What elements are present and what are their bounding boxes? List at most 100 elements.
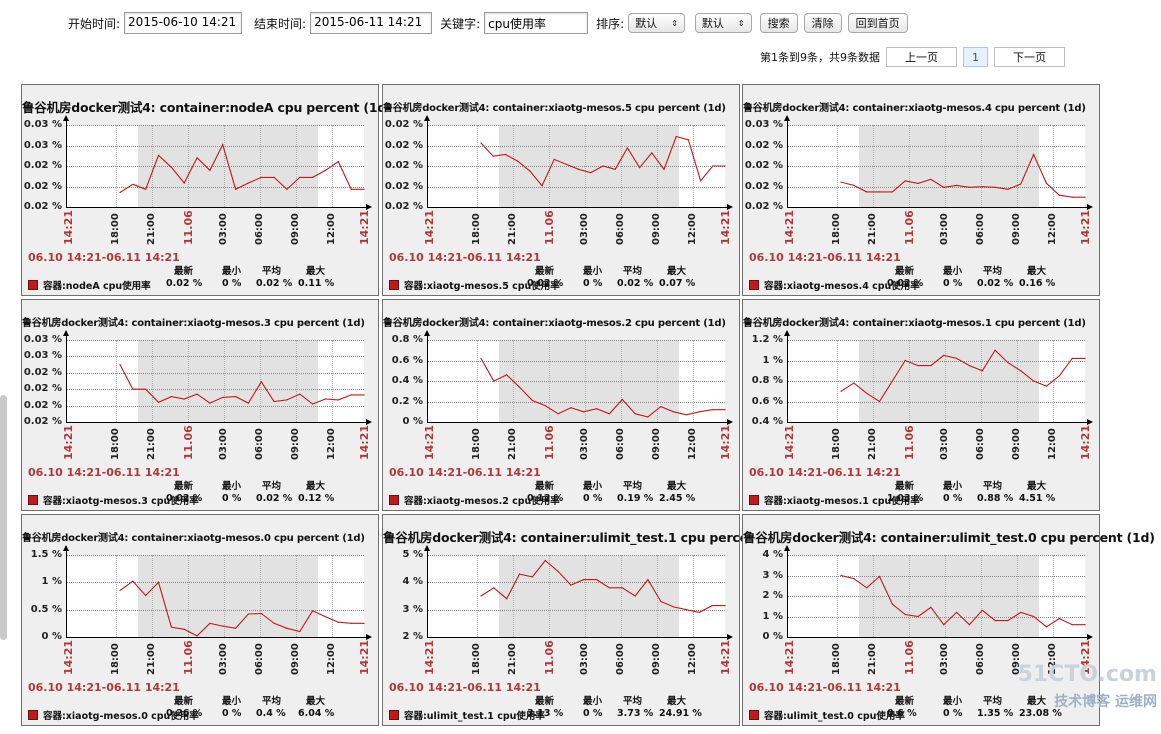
next-page-button[interactable]: 下一页: [994, 47, 1065, 67]
stat-value-max: 6.04 %: [298, 708, 335, 719]
series-point: [968, 365, 970, 367]
clear-button[interactable]: 清除: [803, 13, 842, 33]
chart-title: 鲁谷机房docker测试4: container:nodeA cpu perce…: [22, 100, 392, 115]
x-tick-text: 21:00: [507, 213, 518, 245]
x-tick-text: 21:00: [146, 213, 157, 245]
x-tick-text: 18:00: [831, 213, 842, 245]
vgridline: [873, 555, 874, 637]
series-point: [119, 364, 121, 366]
y-axis: [427, 119, 428, 208]
series-point: [687, 139, 689, 141]
home-button[interactable]: 回到首页: [847, 13, 908, 33]
time-range-label: 06.10 14:21-06.11 14:21: [28, 251, 180, 264]
x-tick-text: 18:00: [471, 643, 482, 675]
x-tick-label: 03:00: [218, 211, 230, 251]
vgridline: [296, 340, 297, 422]
series-point: [943, 354, 945, 356]
x-tick-text: 06:00: [615, 643, 626, 675]
series-point: [698, 411, 700, 413]
vgridline: [260, 125, 261, 207]
x-tick-text: 11.06: [543, 640, 556, 675]
series-point: [299, 176, 301, 178]
chart-panel: 鲁谷机房docker测试4: container:xiaotg-mesos.0 …: [21, 514, 379, 726]
series-point: [273, 622, 275, 624]
gridline: [787, 381, 1085, 382]
x-tick-text: 03:00: [579, 428, 590, 460]
x-axis-arrow-icon: [1087, 204, 1093, 210]
chart-title: 鲁谷机房docker测试4: container:ulimit_test.0 c…: [743, 530, 1155, 545]
search-button[interactable]: 搜索: [759, 13, 798, 33]
vgridline: [981, 555, 982, 637]
keyword-input[interactable]: cpu使用率: [484, 12, 589, 34]
series-point: [866, 587, 868, 589]
series-point: [1007, 620, 1009, 622]
series-point: [557, 570, 559, 572]
x-tick-text: 21:00: [146, 643, 157, 675]
x-tick-label: 18:00: [471, 211, 483, 251]
stat-header-min: 最小: [583, 266, 603, 277]
series-point: [209, 169, 211, 171]
vgridline: [837, 125, 838, 207]
series-point: [183, 398, 185, 400]
series-point: [981, 609, 983, 611]
series-point: [590, 172, 592, 174]
x-tick-label: 09:00: [1011, 211, 1023, 251]
start-time-input[interactable]: 2015-06-10 14:21: [124, 12, 243, 34]
prev-page-button[interactable]: 上一页: [886, 47, 957, 67]
plot-area: [787, 555, 1085, 638]
series-point: [557, 413, 559, 415]
series-point: [891, 191, 893, 193]
series-point: [685, 609, 688, 611]
x-tick-label: 11.06: [903, 210, 916, 251]
series-point: [260, 612, 262, 615]
vgridline: [1017, 555, 1018, 637]
current-page-button[interactable]: 1: [963, 47, 988, 67]
series-point: [994, 349, 996, 351]
chart-series-svg: [480, 135, 726, 187]
series-point: [634, 595, 636, 597]
vgridline: [1053, 125, 1054, 207]
x-tick-label: 03:00: [218, 426, 230, 466]
y-axis-arrow-icon: [63, 545, 69, 551]
stat-header-max: 最大: [1027, 481, 1047, 492]
x-tick-text: 09:00: [651, 213, 662, 245]
series-point: [531, 399, 533, 402]
scrollbar-thumb[interactable]: [0, 395, 7, 640]
series-point: [312, 610, 314, 612]
y-tick-label: 0.4 %: [391, 375, 423, 386]
vgridline: [332, 340, 333, 422]
series-point: [132, 580, 134, 582]
y-tick-label: 0.02 %: [23, 181, 62, 192]
series-point: [698, 611, 700, 613]
series-point: [917, 365, 919, 367]
gridline: [66, 166, 364, 167]
gridline: [66, 555, 364, 556]
sort-select-1[interactable]: 默认 ⇕: [628, 13, 685, 33]
legend-label: 容器:xiaotg-mesos.3 cpu使用率: [43, 496, 199, 507]
x-tick-text: 14:21: [1079, 209, 1092, 245]
end-time-input[interactable]: 2015-06-11 14:21: [310, 12, 433, 34]
series-point: [132, 183, 134, 185]
gridline: [787, 340, 1085, 341]
stat-value-latest: 0.02 %: [887, 278, 924, 289]
series-point: [260, 381, 262, 383]
y-tick-label: 0.02 %: [23, 160, 62, 171]
watermark: 51CTO.com 技术博客 运维网: [1007, 662, 1157, 732]
x-tick-text: 14:21: [62, 424, 75, 460]
x-tick-label: 14:21: [62, 640, 75, 681]
series-point: [553, 158, 555, 160]
series-point: [492, 155, 494, 157]
x-tick-label: 09:00: [651, 641, 663, 681]
series-point: [196, 157, 198, 159]
series-point: [956, 184, 958, 186]
sort-label: 排序:: [596, 16, 625, 31]
vgridline: [873, 125, 874, 207]
vgridline: [152, 340, 153, 422]
time-range-label: 06.10 14:21-06.11 14:21: [28, 466, 180, 479]
x-tick-label: 14:21: [719, 425, 732, 466]
series-point: [518, 573, 521, 575]
x-tick-label: 11.06: [543, 425, 556, 466]
x-tick-label: 06:00: [975, 211, 987, 251]
sort-select-2[interactable]: 默认 ⇕: [694, 13, 752, 33]
series-point: [209, 402, 211, 404]
